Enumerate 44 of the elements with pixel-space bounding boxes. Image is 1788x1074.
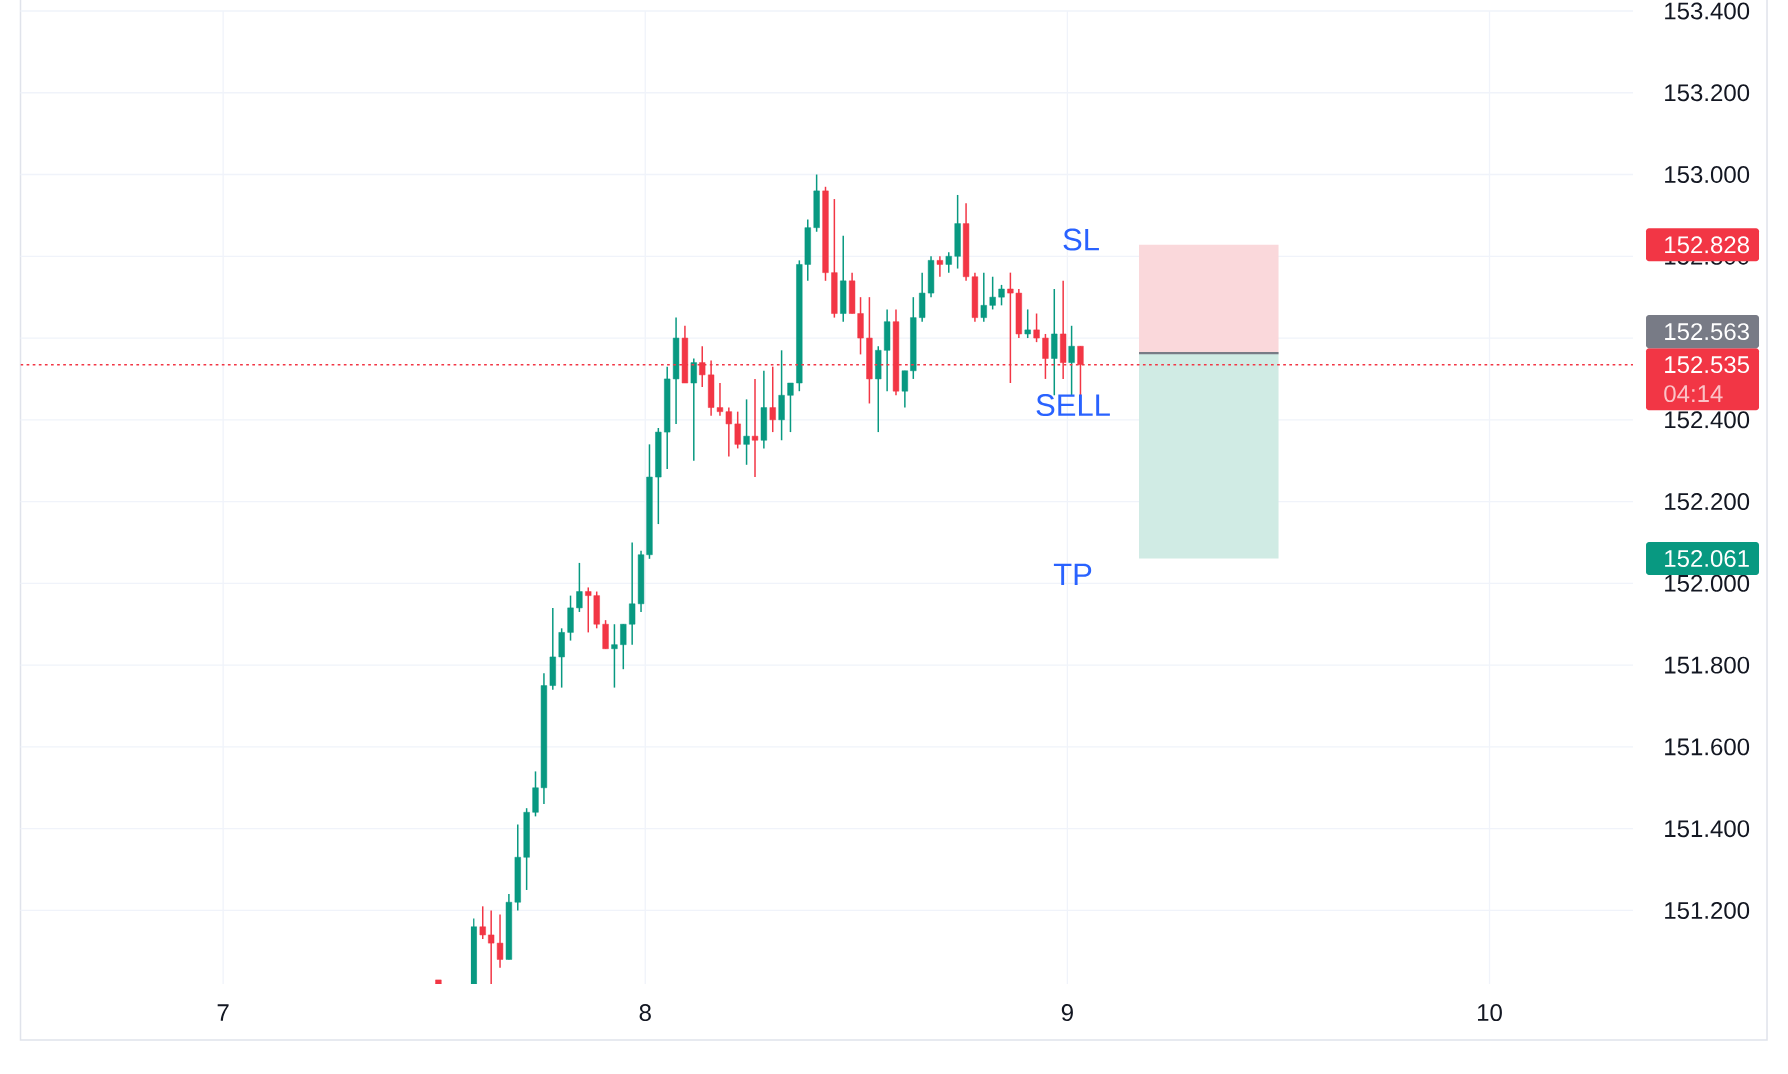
y-tick-label: 153.400	[1665, 2, 1750, 20]
candlestick	[488, 909, 495, 984]
y-tick-label: 151.600	[1665, 738, 1750, 756]
y-tick-label: 151.400	[1665, 820, 1750, 838]
x-tick-label: 10	[1477, 1004, 1502, 1022]
candlestick	[989, 275, 996, 311]
candlestick	[1024, 308, 1031, 339]
y-tick-label: 153.200	[1665, 84, 1750, 102]
candlestick	[901, 370, 908, 409]
candlestick	[1033, 312, 1040, 343]
candlestick	[945, 251, 952, 274]
y-tick-label: 152.000	[1665, 574, 1750, 592]
candlestick	[998, 284, 1005, 307]
text: 04:14	[1664, 385, 1723, 403]
x-tick-label: 9	[1061, 1004, 1073, 1022]
text: 152.563	[1665, 323, 1749, 341]
x-tick-label: 7	[217, 1004, 229, 1021]
candlestick	[725, 406, 732, 458]
candlestick	[751, 378, 759, 478]
annotation: TP	[1053, 563, 1092, 586]
candlestick	[611, 623, 618, 689]
y-tick-label: 151.200	[1665, 901, 1750, 919]
text: 152.828	[1665, 236, 1749, 254]
y-tick-label: 153.000	[1665, 166, 1750, 184]
y-tick-label: 152.200	[1665, 493, 1750, 511]
annotation: SELL	[1036, 394, 1110, 417]
candlestick	[743, 398, 750, 466]
y-tick-label: 151.800	[1665, 656, 1750, 674]
candlestick	[620, 623, 627, 670]
x-tick-label: 8	[639, 1004, 651, 1022]
annotation: SL	[1063, 228, 1099, 251]
candlestick	[496, 913, 504, 969]
candlestick	[980, 271, 987, 323]
candlestick	[769, 365, 776, 433]
candlestick	[936, 255, 944, 278]
text: 152.061	[1665, 549, 1749, 567]
candlestick	[787, 382, 794, 433]
candlestick	[576, 562, 583, 613]
candlestick	[479, 905, 486, 940]
candlestick	[690, 357, 697, 462]
ref-line-label: 152.535	[1665, 356, 1750, 374]
candlestick	[734, 410, 741, 450]
candlestick	[629, 541, 636, 646]
y-tick-label: 152.400	[1665, 411, 1750, 429]
